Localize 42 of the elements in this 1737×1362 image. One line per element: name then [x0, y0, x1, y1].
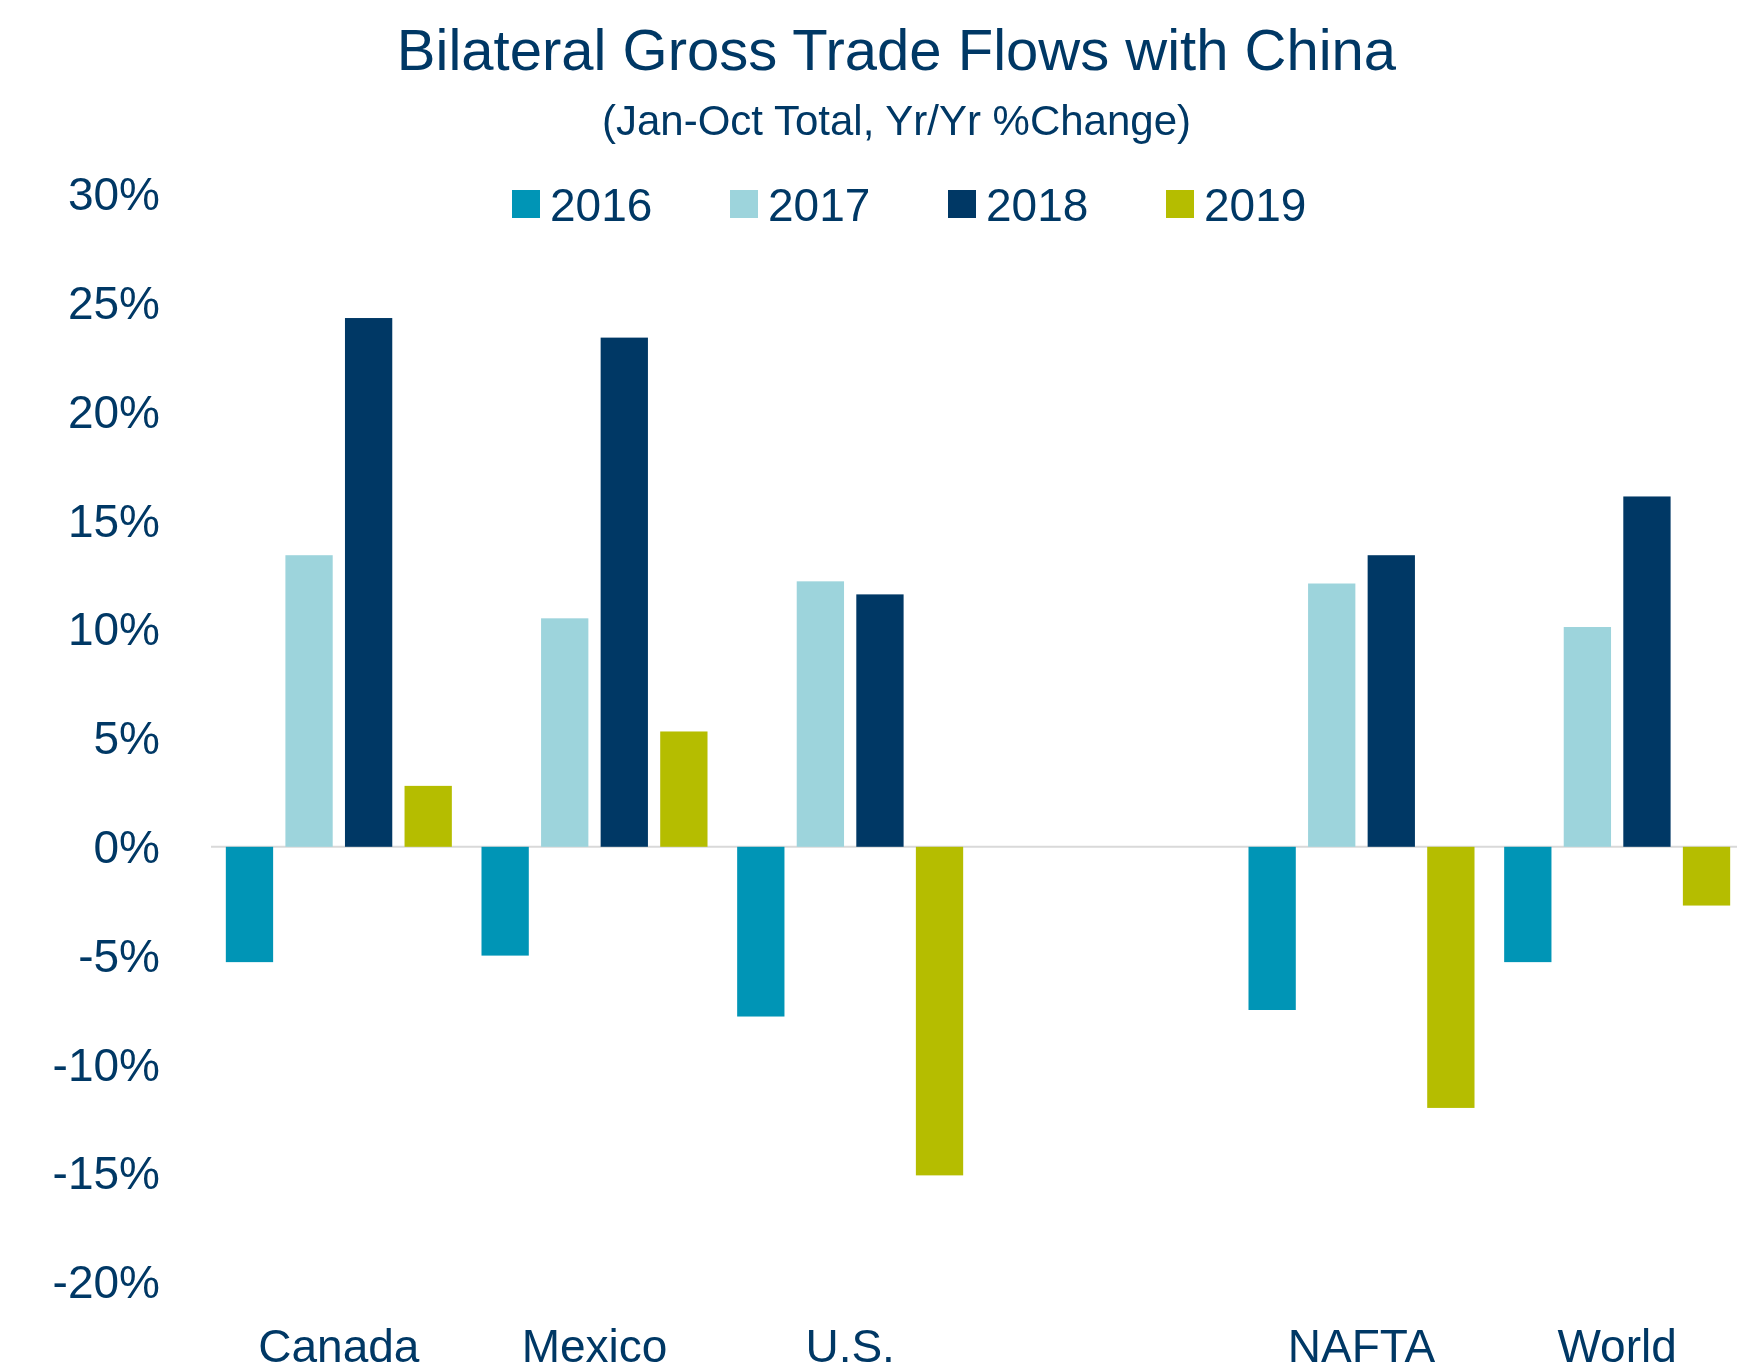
y-tick-label: 30% — [67, 168, 160, 221]
bar — [404, 785, 452, 847]
x-tick-label: NAFTA — [1287, 1320, 1436, 1362]
y-tick-label: -20% — [52, 1256, 160, 1309]
legend-label: 2017 — [768, 179, 871, 232]
bar — [1367, 555, 1415, 847]
bar — [1308, 583, 1356, 847]
legend-label: 2018 — [986, 179, 1089, 232]
x-tick-label: U.S. — [805, 1320, 895, 1362]
chart-subtitle: (Jan-Oct Total, Yr/Yr %Change) — [601, 97, 1192, 144]
legend-label: 2019 — [1204, 179, 1307, 232]
bar — [344, 318, 393, 847]
y-tick-label: -15% — [52, 1147, 160, 1200]
bar — [660, 731, 708, 847]
bar — [1682, 846, 1731, 906]
y-tick-label: 25% — [67, 276, 160, 329]
x-tick-label: Mexico — [521, 1320, 668, 1362]
x-tick-label: World — [1557, 1320, 1677, 1362]
bar — [1623, 496, 1671, 847]
y-tick-label: 15% — [67, 494, 160, 547]
bar — [1563, 627, 1612, 847]
y-tick-label: 0% — [93, 820, 160, 873]
bar — [1427, 846, 1475, 1108]
bar — [915, 846, 964, 1176]
y-tick-label: 20% — [67, 385, 160, 438]
x-tick-label: Canada — [258, 1320, 420, 1362]
legend-label: 2016 — [550, 179, 653, 232]
bar — [1248, 846, 1296, 1010]
bar — [1504, 846, 1552, 963]
y-tick-label: -10% — [52, 1038, 160, 1091]
bar — [481, 846, 529, 956]
chart-title: Bilateral Gross Trade Flows with China — [396, 17, 1397, 82]
y-tick-label: 10% — [67, 603, 160, 656]
bar — [541, 618, 589, 847]
bar — [796, 581, 845, 847]
bar — [285, 555, 333, 847]
y-tick-label: -5% — [78, 929, 160, 982]
bar — [600, 337, 648, 847]
bar — [225, 846, 274, 963]
bar — [856, 594, 904, 847]
y-tick-label: 5% — [93, 712, 160, 765]
bar — [737, 846, 785, 1017]
